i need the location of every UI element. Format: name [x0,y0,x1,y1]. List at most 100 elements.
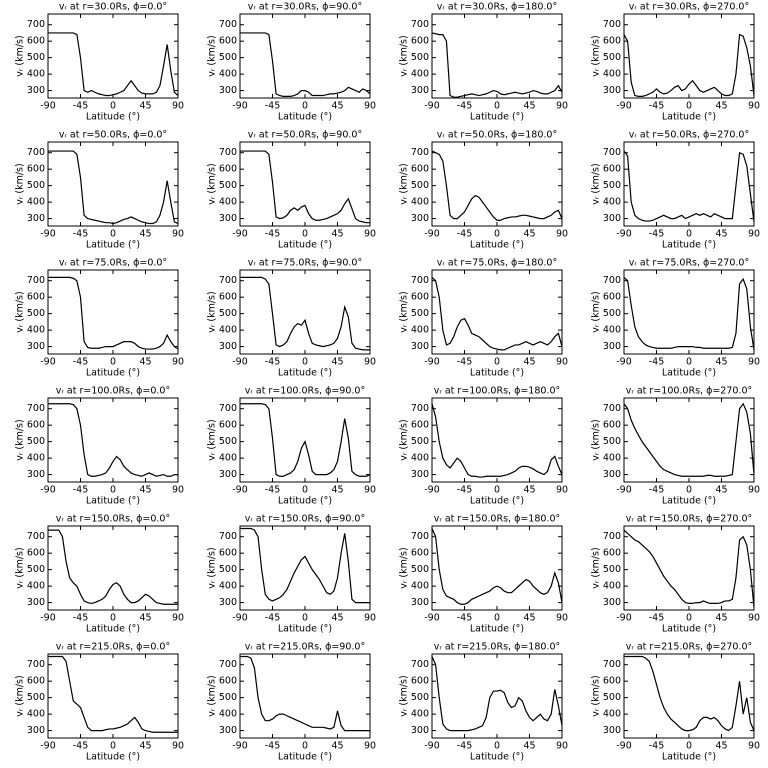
panel-title: vᵣ at r=50.0Rs, ϕ=0.0° [59,130,167,141]
x-tick-label: 90 [748,229,760,240]
y-axis-label: vᵣ (km/s) [399,291,410,332]
y-tick-label: 300 [603,469,621,480]
x-tick-label: -90 [424,357,440,368]
y-tick-label: 600 [27,420,45,431]
x-tick-label: -45 [265,613,281,624]
axes-frame [623,397,755,483]
y-axis-label: vᵣ (km/s) [15,675,26,716]
x-tick-label: 0 [302,613,308,624]
y-axis-label: vᵣ (km/s) [591,291,602,332]
y-tick-label: 600 [27,292,45,303]
axes-frame [239,397,371,483]
data-line [623,33,755,97]
x-tick-label: -45 [649,357,665,368]
axes-frame [623,525,755,611]
data-line [48,32,179,97]
x-tick-label: 45 [715,229,727,240]
axes-frame [431,397,563,483]
x-tick-label: 0 [686,229,692,240]
y-tick-label: 600 [411,36,429,47]
y-tick-label: 300 [219,213,237,224]
x-tick-label: 90 [748,101,760,112]
y-tick-label: 700 [411,403,429,414]
x-tick-label: -45 [73,101,89,112]
y-tick-label: 500 [411,308,429,319]
y-tick-label: 400 [219,581,237,592]
y-tick-label: 700 [27,659,45,670]
y-tick-label: 500 [411,180,429,191]
y-tick-label: 500 [219,308,237,319]
y-tick-label: 600 [27,676,45,687]
x-tick-label: 90 [748,485,760,496]
y-tick-label: 600 [219,548,237,559]
x-tick-label: 45 [523,357,535,368]
y-tick-label: 300 [219,725,237,736]
x-tick-label: 0 [686,357,692,368]
data-line [431,32,563,98]
panel-title: vᵣ at r=75.0Rs, ϕ=270.0° [629,258,749,269]
data-line [240,150,370,224]
y-tick-label: 400 [603,709,621,720]
x-tick-label: 45 [523,485,535,496]
x-tick-label: -45 [73,229,89,240]
x-tick-label: -45 [649,101,665,112]
x-tick-label: 90 [172,741,184,752]
x-tick-label: 0 [302,101,308,112]
x-tick-label: 90 [364,613,376,624]
x-tick-label: -90 [232,101,248,112]
y-tick-label: 400 [219,709,237,720]
x-tick-label: 90 [556,613,568,624]
data-line [48,403,178,477]
y-tick-label: 300 [27,213,45,224]
y-tick-label: 500 [603,180,621,191]
x-tick-label: -90 [616,741,632,752]
y-tick-label: 600 [603,420,621,431]
x-axis-label: Latitude (°) [662,368,716,379]
x-axis-label: Latitude (°) [470,624,524,635]
y-tick-label: 600 [603,36,621,47]
y-axis-label: vᵣ (km/s) [591,35,602,76]
axes-frame [239,141,371,227]
y-tick-label: 700 [219,147,237,158]
x-tick-label: -90 [40,357,56,368]
y-tick-label: 600 [603,676,621,687]
y-tick-label: 300 [603,597,621,608]
x-tick-label: 45 [715,613,727,624]
x-tick-label: 0 [110,357,116,368]
x-tick-label: -45 [73,741,89,752]
panel-title: vᵣ at r=30.0Rs, ϕ=90.0° [248,2,362,13]
x-tick-label: -45 [457,357,473,368]
x-tick-label: -90 [616,101,632,112]
y-axis-label: vᵣ (km/s) [591,675,602,716]
y-tick-label: 400 [411,581,429,592]
axes-frame [431,13,563,99]
y-tick-label: 600 [411,548,429,559]
x-axis-label: Latitude (°) [86,112,140,123]
x-tick-label: 0 [494,741,500,752]
y-tick-label: 600 [603,548,621,559]
x-axis-label: Latitude (°) [86,624,140,635]
y-tick-label: 300 [603,85,621,96]
x-tick-label: -45 [265,741,281,752]
x-tick-label: -90 [424,229,440,240]
x-tick-label: 45 [331,357,343,368]
data-line [240,32,371,97]
y-axis-label: vᵣ (km/s) [15,419,26,460]
axes-frame [431,525,563,611]
y-tick-label: 600 [219,676,237,687]
data-line [240,276,370,351]
x-tick-label: 0 [110,485,116,496]
panel-title: vᵣ at r=100.0Rs, ϕ=90.0° [245,386,365,397]
y-tick-label: 400 [411,453,429,464]
x-tick-label: 0 [494,229,500,240]
y-tick-label: 700 [27,403,45,414]
x-tick-label: -90 [424,613,440,624]
x-tick-label: 0 [302,741,308,752]
x-axis-label: Latitude (°) [86,496,140,507]
axes-frame [239,653,371,739]
y-axis-label: vᵣ (km/s) [399,163,410,204]
y-tick-label: 700 [411,531,429,542]
x-tick-label: -45 [457,229,473,240]
y-tick-label: 400 [219,325,237,336]
x-tick-label: 0 [494,485,500,496]
